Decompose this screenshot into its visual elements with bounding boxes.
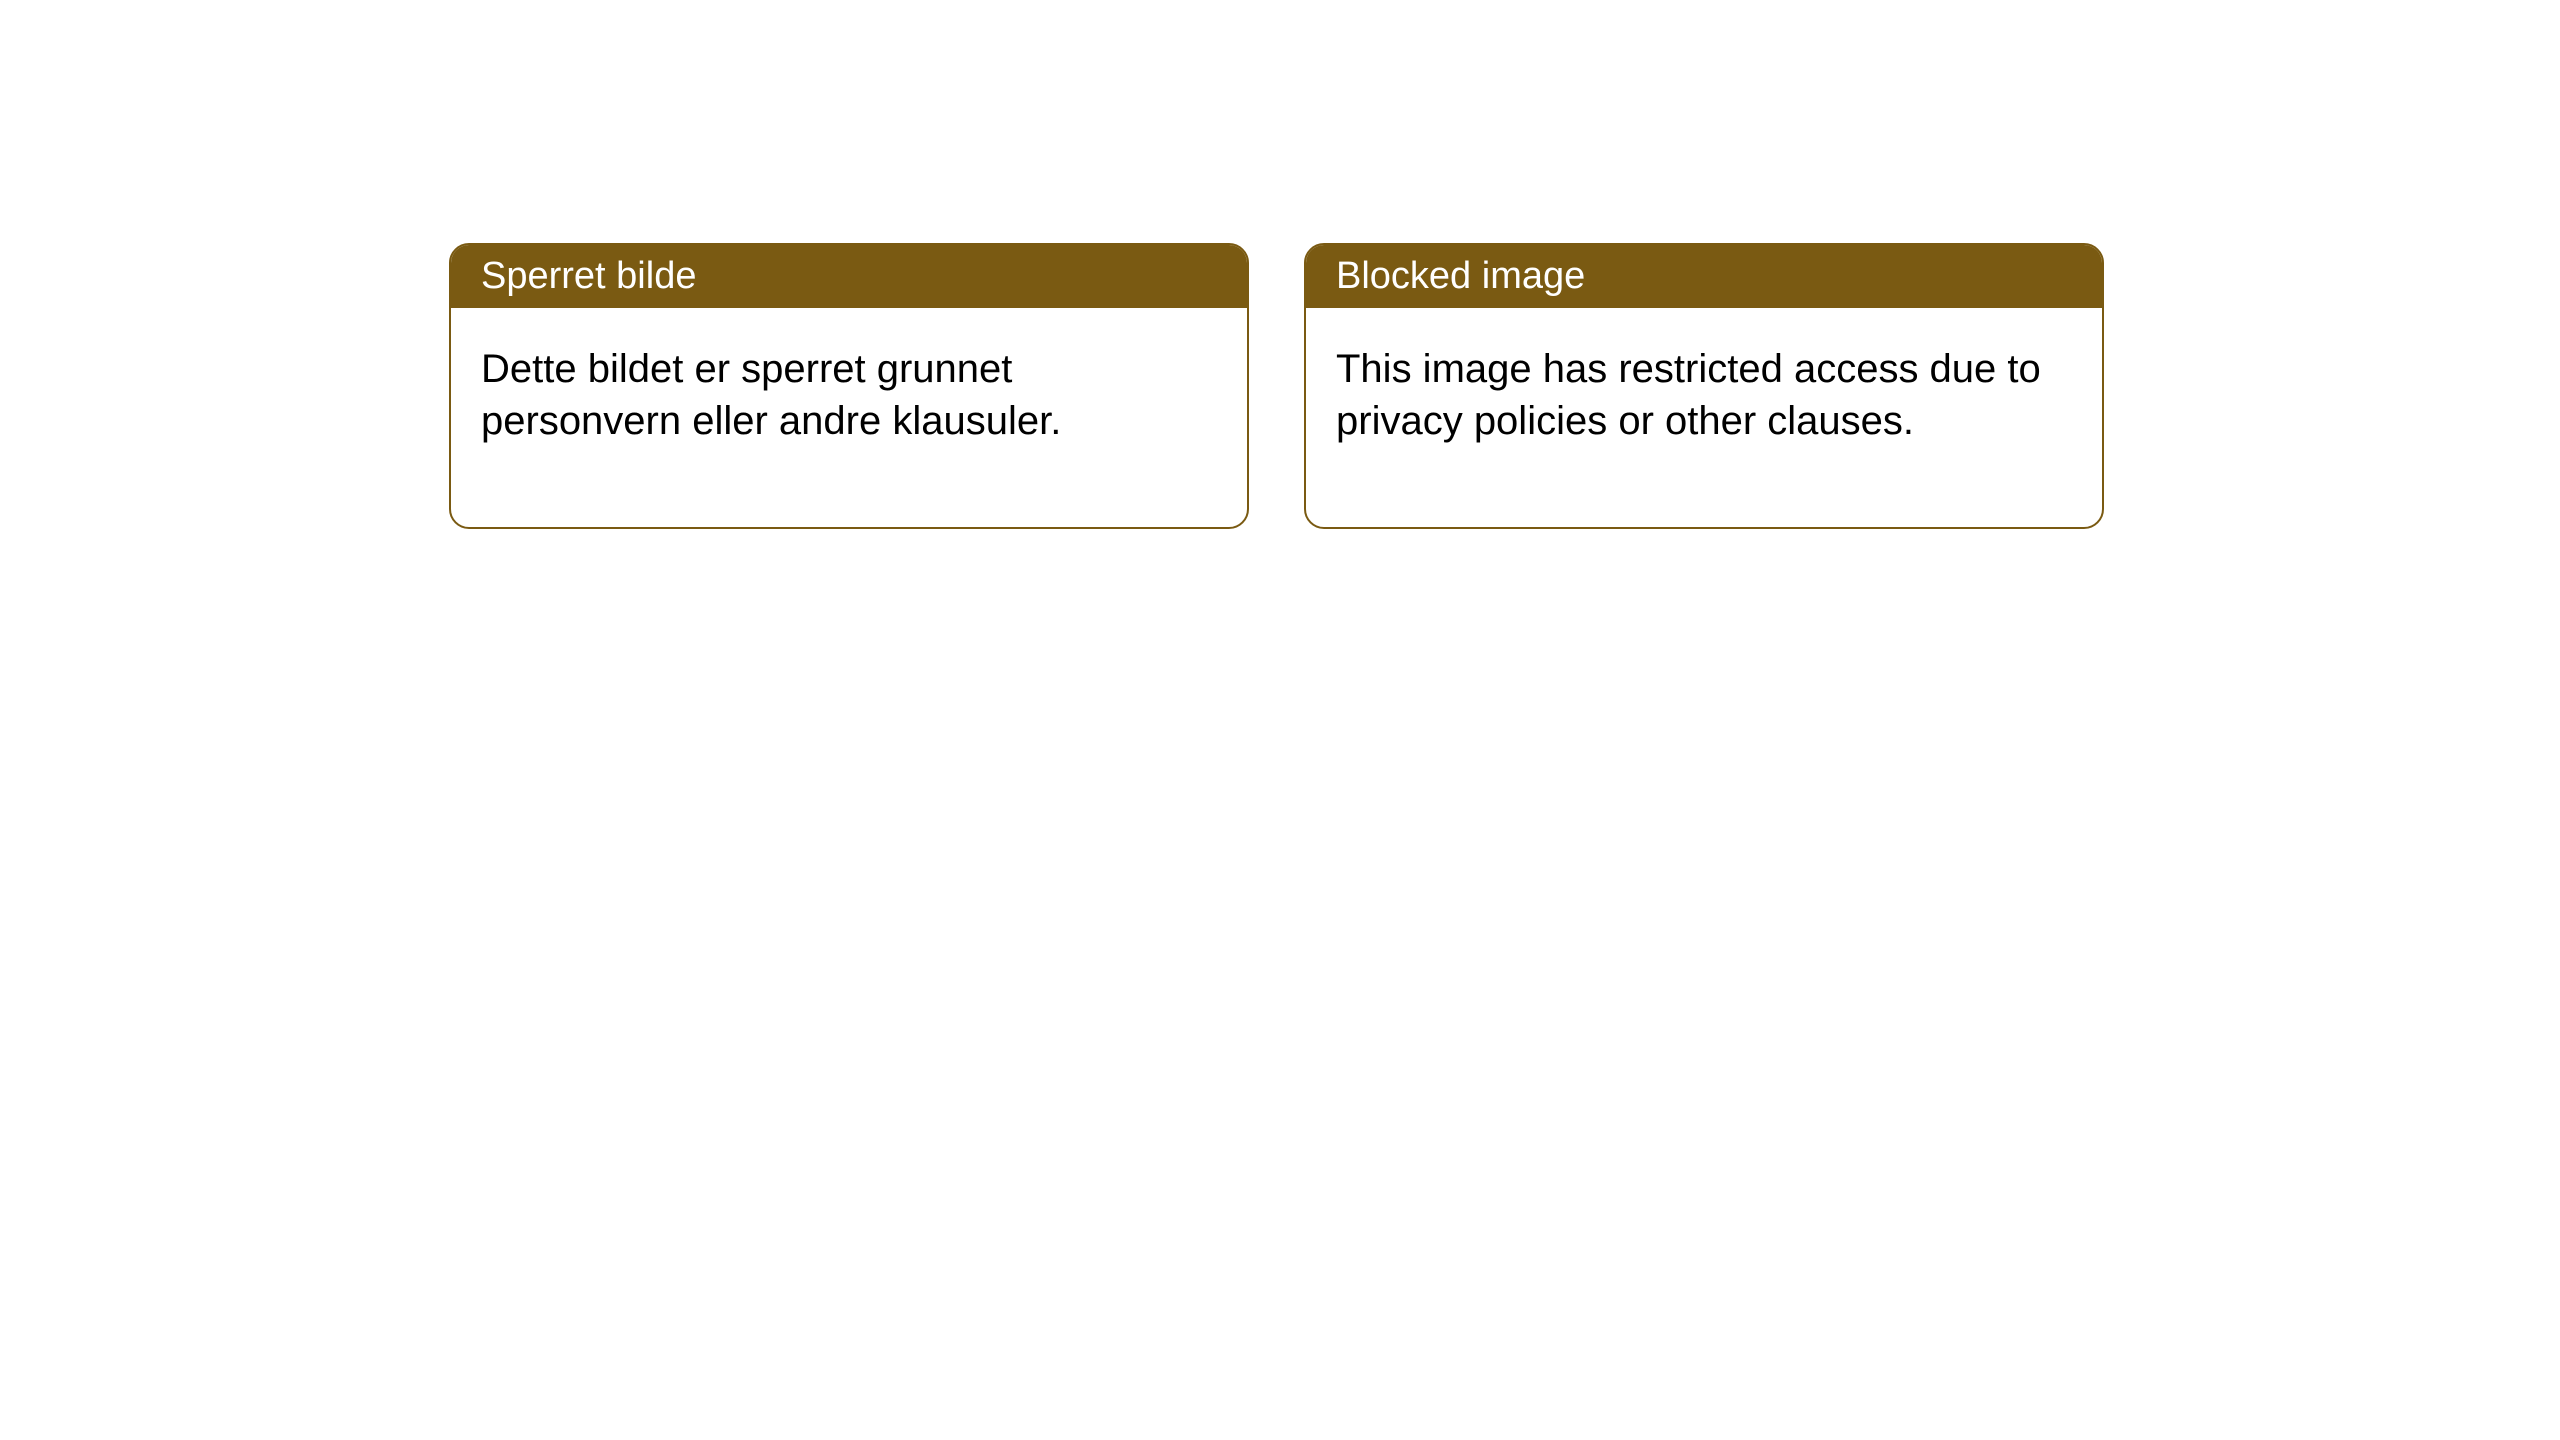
card-header: Sperret bilde [451, 245, 1247, 308]
card-body-text: Dette bildet er sperret grunnet personve… [481, 347, 1061, 443]
card-header: Blocked image [1306, 245, 2102, 308]
card-title: Blocked image [1336, 255, 1585, 297]
card-body: Dette bildet er sperret grunnet personve… [451, 308, 1247, 527]
notice-cards-container: Sperret bilde Dette bildet er sperret gr… [449, 243, 2104, 529]
notice-card-english: Blocked image This image has restricted … [1304, 243, 2104, 529]
card-body-text: This image has restricted access due to … [1336, 347, 2041, 443]
card-body: This image has restricted access due to … [1306, 308, 2102, 527]
card-title: Sperret bilde [481, 255, 696, 297]
notice-card-norwegian: Sperret bilde Dette bildet er sperret gr… [449, 243, 1249, 529]
